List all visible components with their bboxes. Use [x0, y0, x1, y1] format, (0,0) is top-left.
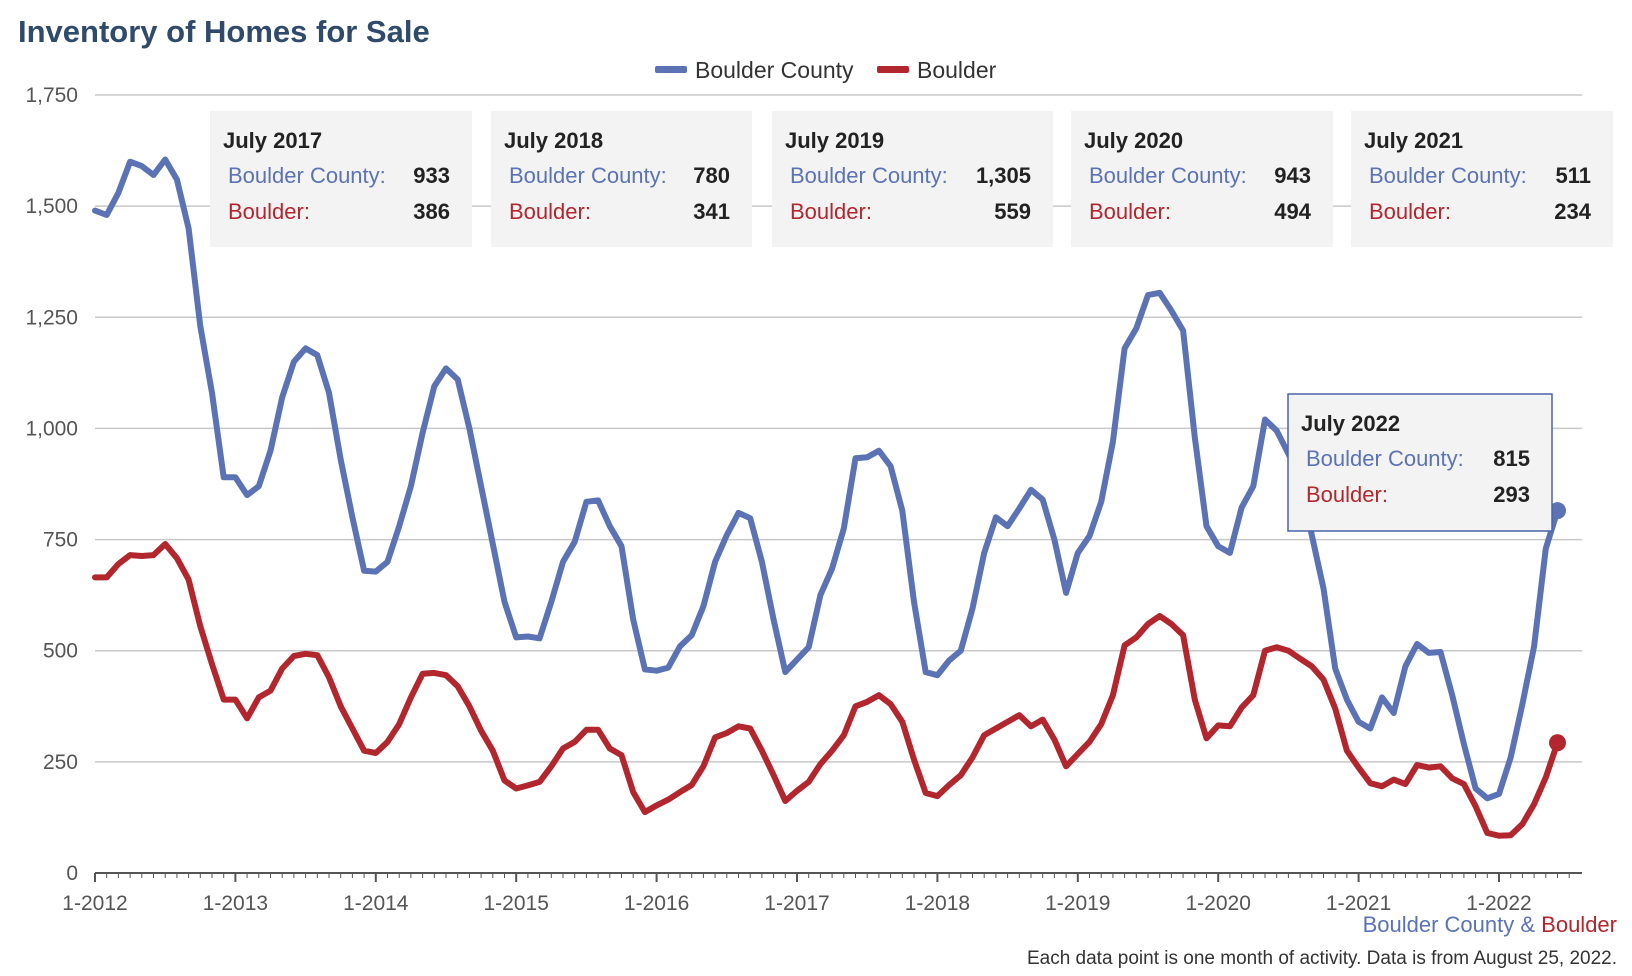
y-tick-label: 500 — [43, 640, 78, 663]
tooltip-county-label: Boulder County: — [1306, 446, 1464, 471]
source-county: Boulder County — [1363, 912, 1515, 937]
x-tick-label: 1-2018 — [905, 892, 970, 915]
legend-swatch-boulder-county — [655, 66, 687, 73]
tooltip-county-value: 1,305 — [976, 163, 1031, 188]
legend-item-boulder-county[interactable]: Boulder County — [655, 57, 854, 83]
series-line-boulder-county[interactable] — [92, 156, 1561, 802]
tooltip-county-value: 511 — [1556, 163, 1592, 188]
endpoint-markers — [1549, 502, 1566, 752]
y-tick-label: 750 — [43, 529, 78, 552]
tooltip-july-2017: July 2017 Boulder County: 933 Boulder: 386 — [210, 111, 472, 247]
tooltip-city-label: Boulder: — [1306, 482, 1388, 507]
tooltip-july-2020: July 2020 Boulder County: 943 Boulder: 494 — [1071, 111, 1333, 247]
y-tick-label: 250 — [43, 751, 78, 774]
tooltip-county-value: 943 — [1274, 163, 1311, 188]
tooltip-box — [210, 111, 472, 247]
endpoint-marker-boulder[interactable] — [1549, 734, 1566, 752]
tooltip-city-value: 341 — [693, 199, 730, 224]
x-tick-label: 1-2013 — [203, 892, 268, 915]
tooltip-header: July 2022 — [1301, 411, 1400, 436]
tooltip-city-value: 559 — [994, 199, 1031, 224]
source-amp: & — [1514, 912, 1541, 937]
tooltip-header: July 2019 — [785, 128, 884, 153]
tooltip-city-label: Boulder: — [509, 199, 591, 224]
y-tick-label: 1,000 — [25, 417, 78, 440]
source-city: Boulder — [1541, 912, 1617, 937]
x-axis: 1-2012 1-2013 1-2014 1-2015 1-2016 1-2017 1-20… — [62, 872, 1582, 915]
tooltip-header: July 2020 — [1084, 128, 1183, 153]
series-line-boulder[interactable] — [92, 541, 1561, 839]
tooltip-header: July 2018 — [504, 128, 603, 153]
tooltip-county-label: Boulder County: — [509, 163, 667, 188]
tooltip-city-label: Boulder: — [1369, 199, 1451, 224]
x-tick-label: 1-2012 — [62, 892, 127, 915]
tooltip-july-2022: July 2022 Boulder County: 815 Boulder: 293 — [1287, 393, 1553, 532]
tooltip-box — [1071, 111, 1333, 247]
legend-label-boulder-county: Boulder County — [695, 57, 854, 83]
tooltip-county-value: 815 — [1493, 446, 1530, 471]
tooltip-july-2018: July 2018 Boulder County: 780 Boulder: 341 — [491, 111, 752, 247]
x-tick-label: 1-2022 — [1466, 892, 1531, 915]
x-tick-label: 1-2021 — [1326, 892, 1391, 915]
tooltip-july-2019: July 2019 Boulder County: 1,305 Boulder: 559 — [772, 111, 1053, 247]
tooltip-box — [1287, 393, 1553, 532]
tooltip-box — [491, 111, 752, 247]
series-lines — [92, 156, 1561, 839]
tooltip-county-label: Boulder County: — [790, 163, 948, 188]
tooltip-header: July 2017 — [223, 128, 322, 153]
y-tick-label: 1,250 — [25, 306, 78, 329]
tooltip-city-value: 386 — [413, 199, 450, 224]
x-tick-label: 1-2020 — [1186, 892, 1251, 915]
tooltip-county-label: Boulder County: — [1369, 163, 1527, 188]
tooltip-city-value: 234 — [1554, 199, 1591, 224]
x-tick-label: 1-2017 — [764, 892, 829, 915]
x-tick-label: 1-2019 — [1045, 892, 1110, 915]
tooltip-city-label: Boulder: — [790, 199, 872, 224]
tooltip-city-value: 293 — [1493, 482, 1530, 507]
y-tick-label: 1,750 — [25, 84, 78, 107]
tooltip-box — [1351, 111, 1613, 247]
tooltip-county-value: 933 — [413, 163, 450, 188]
footer-note: Each data point is one month of activity… — [1027, 948, 1617, 969]
x-tick-label: 1-2016 — [624, 892, 689, 915]
tooltip-county-label: Boulder County: — [1089, 163, 1247, 188]
legend-swatch-boulder — [877, 66, 909, 73]
legend: Boulder County Boulder — [655, 57, 997, 83]
legend-label-boulder: Boulder — [917, 57, 997, 83]
chart-title: Inventory of Homes for Sale — [18, 14, 430, 49]
tooltip-city-label: Boulder: — [228, 199, 310, 224]
tooltip-county-value: 780 — [693, 163, 730, 188]
tooltip-july-2021: July 2021 Boulder County: 511 Boulder: 234 — [1351, 111, 1613, 247]
tooltip-city-value: 494 — [1274, 199, 1311, 224]
x-tick-label: 1-2015 — [484, 892, 549, 915]
tooltip-city-label: Boulder: — [1089, 199, 1171, 224]
y-axis-ticks: 0 250 500 750 1,000 1,250 1,500 1,750 — [25, 84, 78, 885]
legend-item-boulder[interactable]: Boulder — [877, 57, 997, 83]
y-tick-label: 0 — [66, 862, 78, 885]
endpoint-marker-boulder-county[interactable] — [1549, 502, 1566, 520]
x-tick-label: 1-2014 — [343, 892, 409, 915]
y-tick-label: 1,500 — [25, 195, 78, 218]
tooltip-header: July 2021 — [1364, 128, 1463, 153]
tooltip-county-label: Boulder County: — [228, 163, 386, 188]
source-label: Boulder County & Boulder — [1363, 912, 1617, 937]
tooltip-box — [772, 111, 1053, 247]
